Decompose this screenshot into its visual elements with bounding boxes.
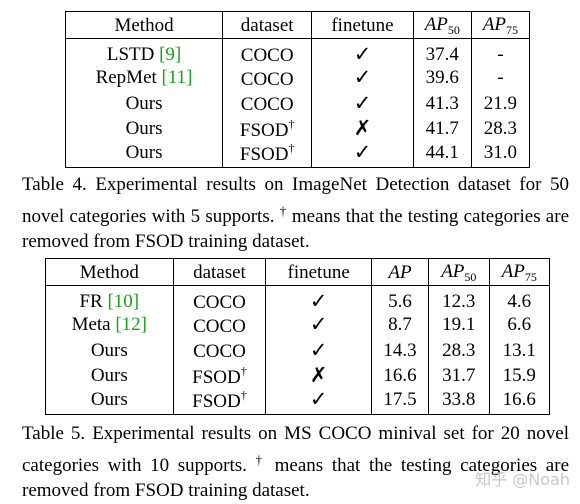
ap50-cell: 37.4 [412,38,472,65]
col-header-finetune: finetune [265,258,372,286]
finetune-cell: ✓ [265,312,372,338]
finetune-cell: ✓ [311,90,414,116]
table-row: Ours FSOD† ✗ 41.7 28.3 [66,116,530,142]
ap75-cell: 15.9 [488,363,550,389]
table-4-caption: Table 4. Experimental results on ImageNe… [22,174,570,252]
dataset-cell: COCO [172,337,266,363]
table-row: Ours FSOD† ✓ 44.1 31.0 [66,140,530,167]
ap50-cell: 41.3 [412,90,472,116]
ap50-cell: 31.7 [428,363,490,389]
ap75-cell: - [470,38,530,65]
col-header-method: Method [65,11,223,39]
dagger-mark: † [255,451,266,467]
table-header-row: Method dataset finetune AP AP50 AP75 [45,258,550,286]
method-cell: Ours [125,118,163,140]
ap75-cell: 6.6 [488,312,550,338]
citation-link[interactable]: [12] [115,314,148,336]
dataset-cell: FSOD† [172,387,266,414]
col-header-ap50: AP50 [412,11,472,39]
ap-cell: 14.3 [370,337,429,363]
method-cell: Ours [125,92,163,114]
ap-cell-best: 17.5 [370,388,429,414]
col-header-dataset: dataset [222,11,312,39]
check-icon: ✓ [353,140,372,164]
col-header-ap50: AP50 [428,258,490,286]
finetune-cell: ✗ [311,116,414,142]
cross-icon: ✗ [353,116,372,141]
ap75-cell-best: 16.6 [488,388,550,414]
table-row: Ours COCO ✓ 14.3 28.3 13.1 [46,337,550,363]
method-cell: RepMet [11] [95,67,193,89]
citation-link[interactable]: [11] [161,67,193,89]
ap75-cell: 4.6 [488,285,550,312]
finetune-cell: ✓ [311,38,414,65]
dataset-cell: COCO [222,38,312,65]
ap50-cell: 12.3 [428,285,490,312]
citation-link[interactable]: [10] [107,290,140,312]
ap-cell: 16.6 [370,363,429,389]
method-cell: Ours [125,142,163,163]
col-header-finetune: finetune [311,11,414,39]
ap50-cell: 41.7 [412,116,472,142]
method-cell: LSTD [9] [106,43,182,65]
table-row: Ours FSOD† ✗ 16.6 31.7 15.9 [46,363,550,389]
ap75-cell: 21.9 [470,90,530,116]
table-row: Ours FSOD† ✓ 17.5 33.8 16.6 [46,387,550,414]
finetune-cell: ✓ [265,387,372,414]
dataset-cell: FSOD† [222,140,312,167]
ap-cell: 5.6 [370,285,429,312]
finetune-cell: ✓ [265,285,372,312]
method-cell: Meta [12] [71,314,148,336]
finetune-cell: ✓ [265,337,372,363]
ap75-cell-best: 31.0 [470,141,530,167]
ap50-cell-best: 33.8 [428,388,490,414]
col-header-ap75: AP75 [470,11,530,39]
finetune-cell: ✓ [311,65,414,91]
table-5-caption: Table 5. Experimental results on MS COCO… [22,423,569,501]
table-header-row: Method dataset finetune AP50 AP75 [65,11,530,39]
ap50-cell: 28.3 [428,337,490,363]
col-header-method: Method [45,258,174,286]
watermark: 知乎 @Noah [475,470,570,489]
method-cell: Ours [90,365,128,387]
table-row: Ours COCO ✓ 41.3 21.9 [66,90,530,116]
dataset-cell: FSOD† [172,363,266,389]
ap50-cell-best: 44.1 [412,141,472,167]
cross-icon: ✗ [309,363,328,388]
col-header-ap75: AP75 [488,258,550,286]
ap75-cell: 13.1 [488,337,550,363]
ap50-cell: 19.1 [428,312,490,338]
check-icon: ✓ [309,387,328,411]
ap75-cell: 28.3 [470,116,530,142]
dataset-cell: COCO [172,312,266,338]
col-header-ap: AP [370,258,429,286]
dagger-mark: † [288,140,295,155]
dagger-mark: † [279,202,287,218]
table-row: LSTD [9] COCO ✓ 37.4 - [66,38,530,65]
finetune-cell: ✗ [265,363,372,389]
ap50-cell: 39.6 [412,65,472,91]
citation-link[interactable]: [9] [159,43,182,65]
table-4: Method dataset finetune AP50 AP75 LSTD [… [65,11,530,168]
table-row: Meta [12] COCO ✓ 8.7 19.1 6.6 [46,312,550,338]
table-row: RepMet [11] COCO ✓ 39.6 - [66,65,530,91]
ap-cell: 8.7 [370,312,429,338]
table-5: Method dataset finetune AP AP50 AP75 FR … [45,258,550,415]
col-header-dataset: dataset [172,258,266,286]
dataset-cell: COCO [222,65,312,91]
dataset-cell: COCO [172,285,266,312]
dagger-mark: † [240,387,247,402]
dataset-cell: FSOD† [222,116,312,142]
method-cell: FR [10] [79,290,140,312]
dagger-mark: † [240,363,247,378]
finetune-cell: ✓ [311,140,414,167]
method-cell: Ours [90,389,128,410]
table-row: FR [10] COCO ✓ 5.6 12.3 4.6 [46,285,550,312]
ap75-cell: - [470,65,530,91]
dagger-mark: † [288,116,295,131]
dataset-cell: COCO [222,90,312,116]
method-cell: Ours [90,339,128,361]
